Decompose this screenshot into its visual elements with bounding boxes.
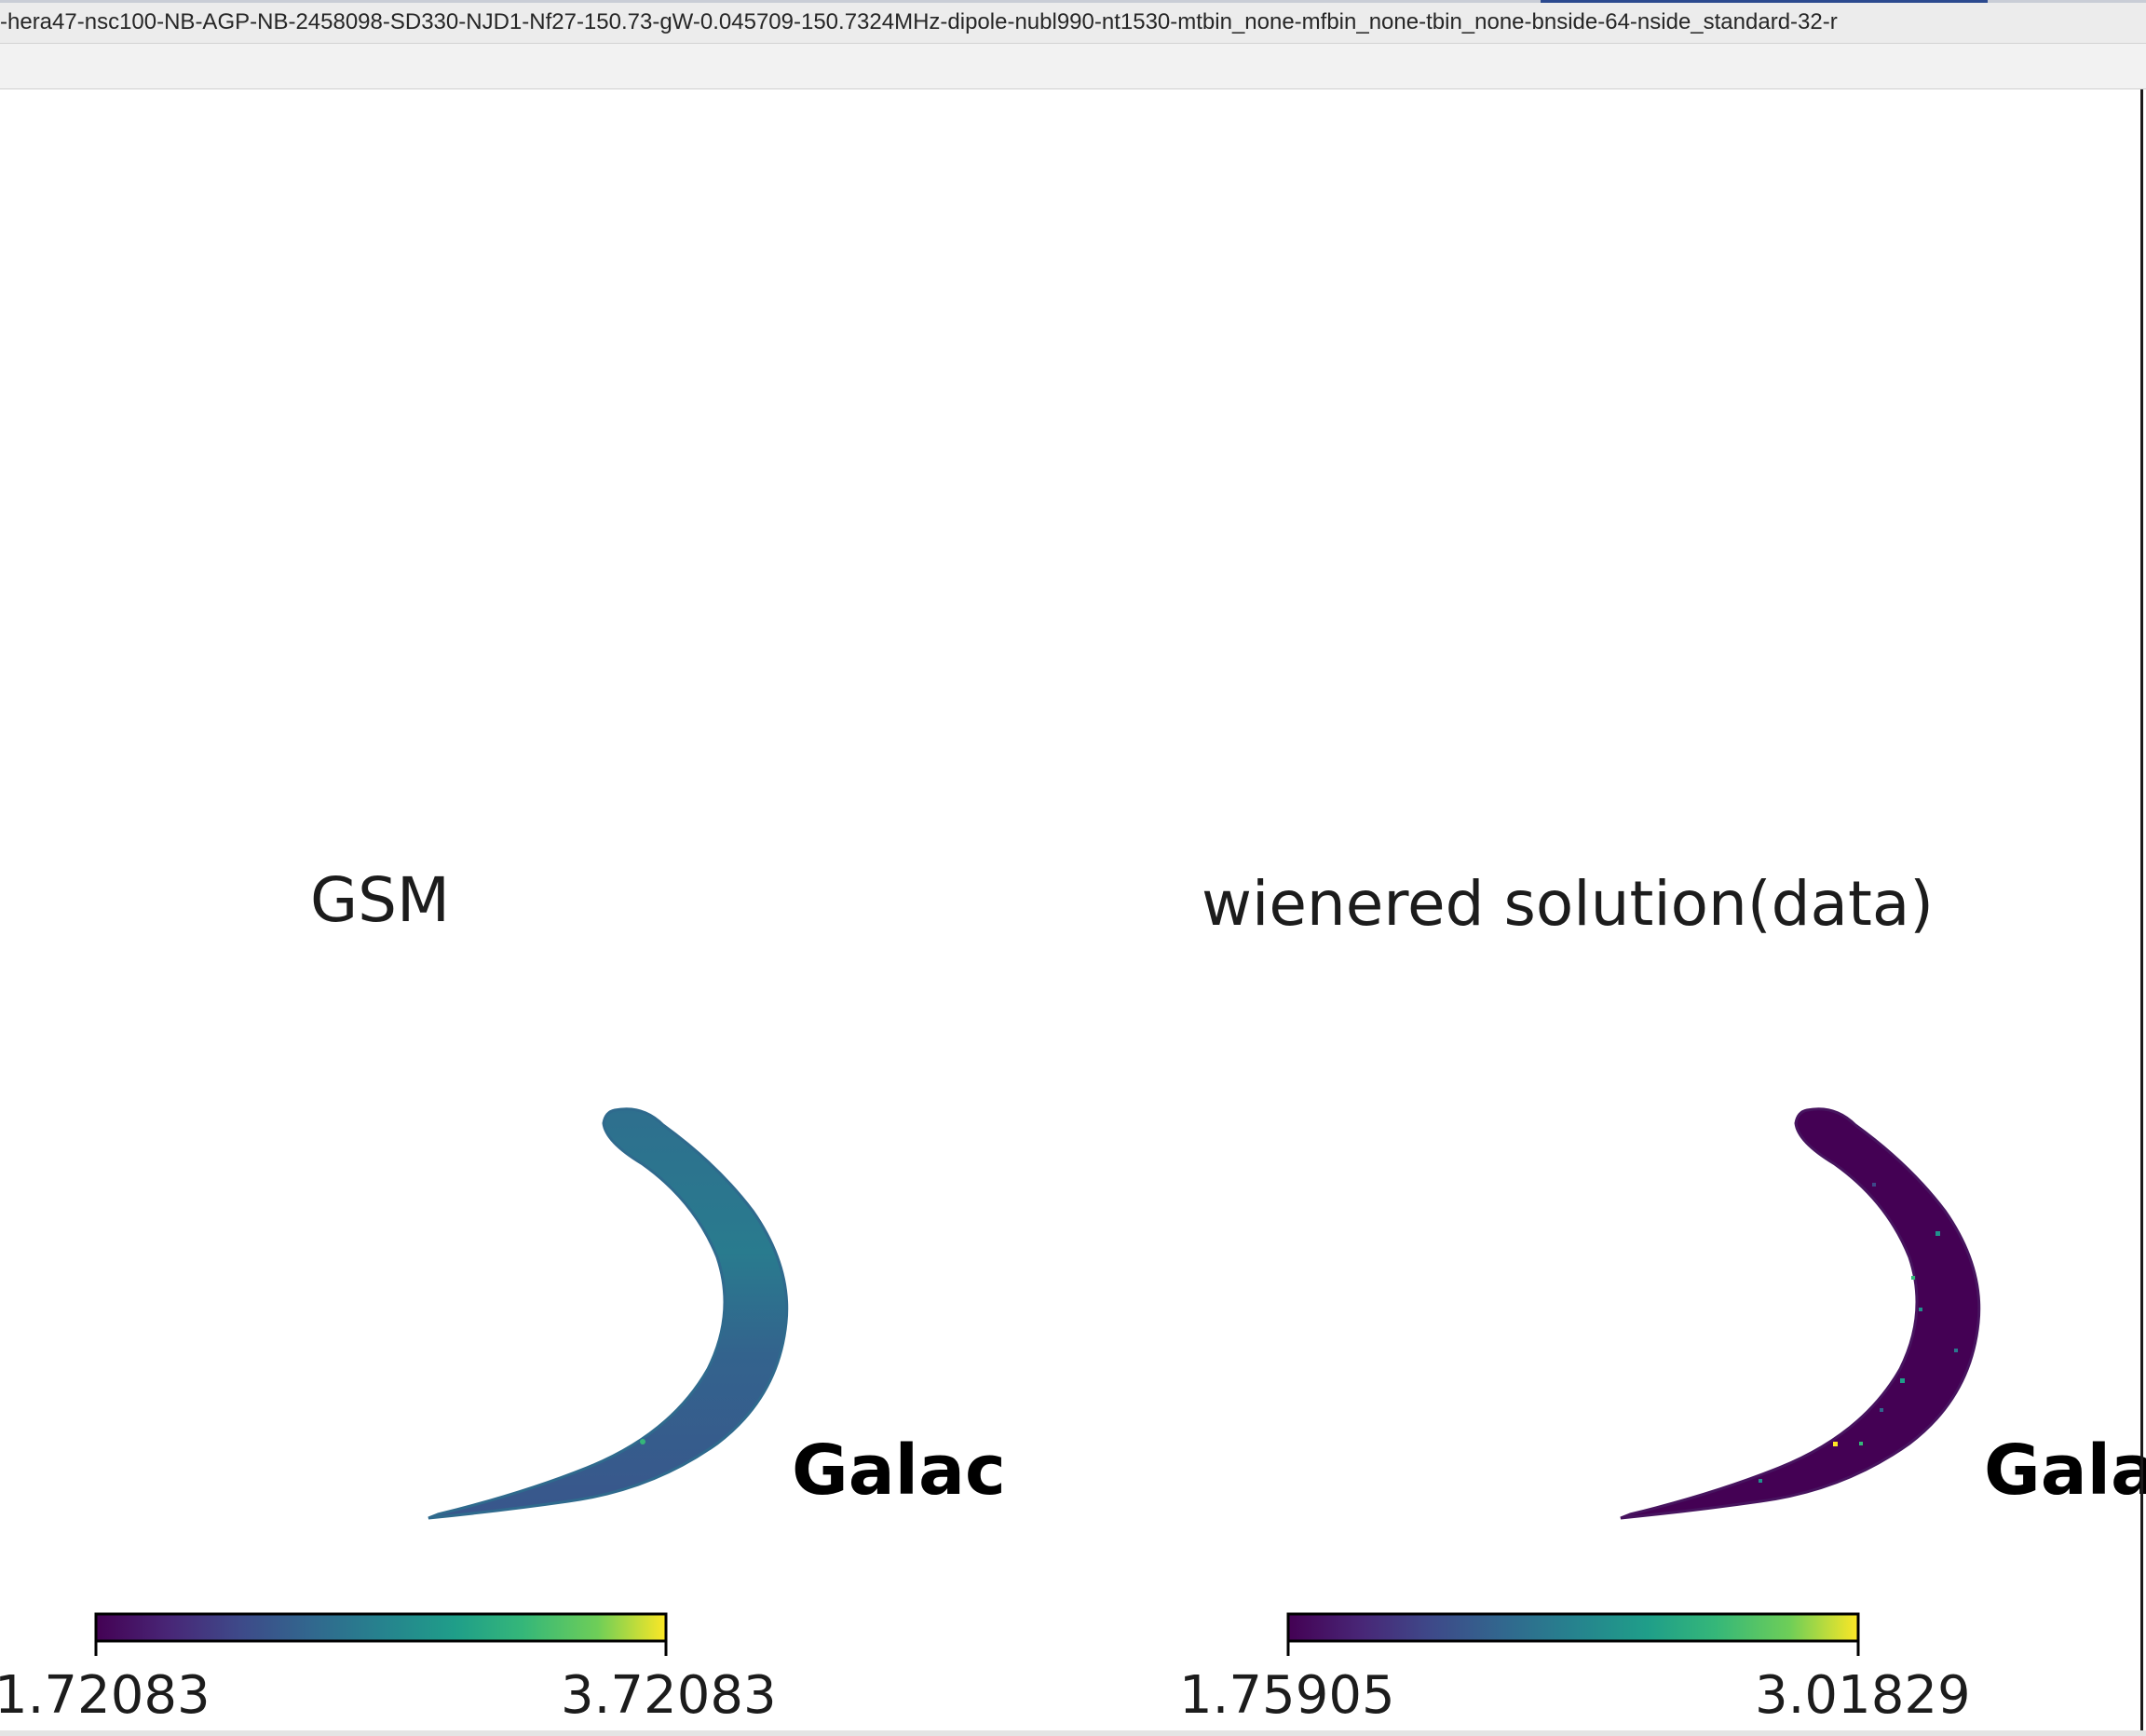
tab-highlight — [0, 0, 2146, 3]
wiener-colorbar-min-label: 1.75905 — [1179, 1665, 1395, 1726]
gsm-colorbar-max-label: 3.72083 — [561, 1665, 777, 1726]
wiener-galactic-label: Gala — [1984, 1431, 2146, 1511]
wiener-noise-pixels — [1759, 1183, 1958, 1483]
window-right-edge — [2140, 89, 2143, 1730]
gsm-sky-map — [428, 1107, 789, 1520]
window-title: -hera47-nsc100-NB-AGP-NB-2458098-SD330-N… — [0, 9, 1838, 34]
bottom-edge — [0, 1730, 2146, 1736]
image-canvas — [0, 89, 2146, 1730]
gsm-galactic-label: Galac — [792, 1431, 1006, 1511]
wiener-colorbar-max-label: 3.01829 — [1755, 1665, 1971, 1726]
wiener-panel-title: wienered solution(data) — [1202, 868, 1935, 940]
wiener-colorbar — [1286, 1612, 1860, 1643]
wiener-sky-map — [1620, 1107, 1981, 1520]
toolbar — [0, 44, 2146, 89]
gsm-colorbar — [94, 1612, 668, 1643]
gsm-panel-title: GSM — [310, 864, 450, 936]
gsm-colorbar-min-label: 1.72083 — [0, 1665, 211, 1726]
gsm-bright-pixel — [640, 1439, 645, 1444]
title-bar[interactable]: -hera47-nsc100-NB-AGP-NB-2458098-SD330-N… — [0, 0, 2146, 44]
